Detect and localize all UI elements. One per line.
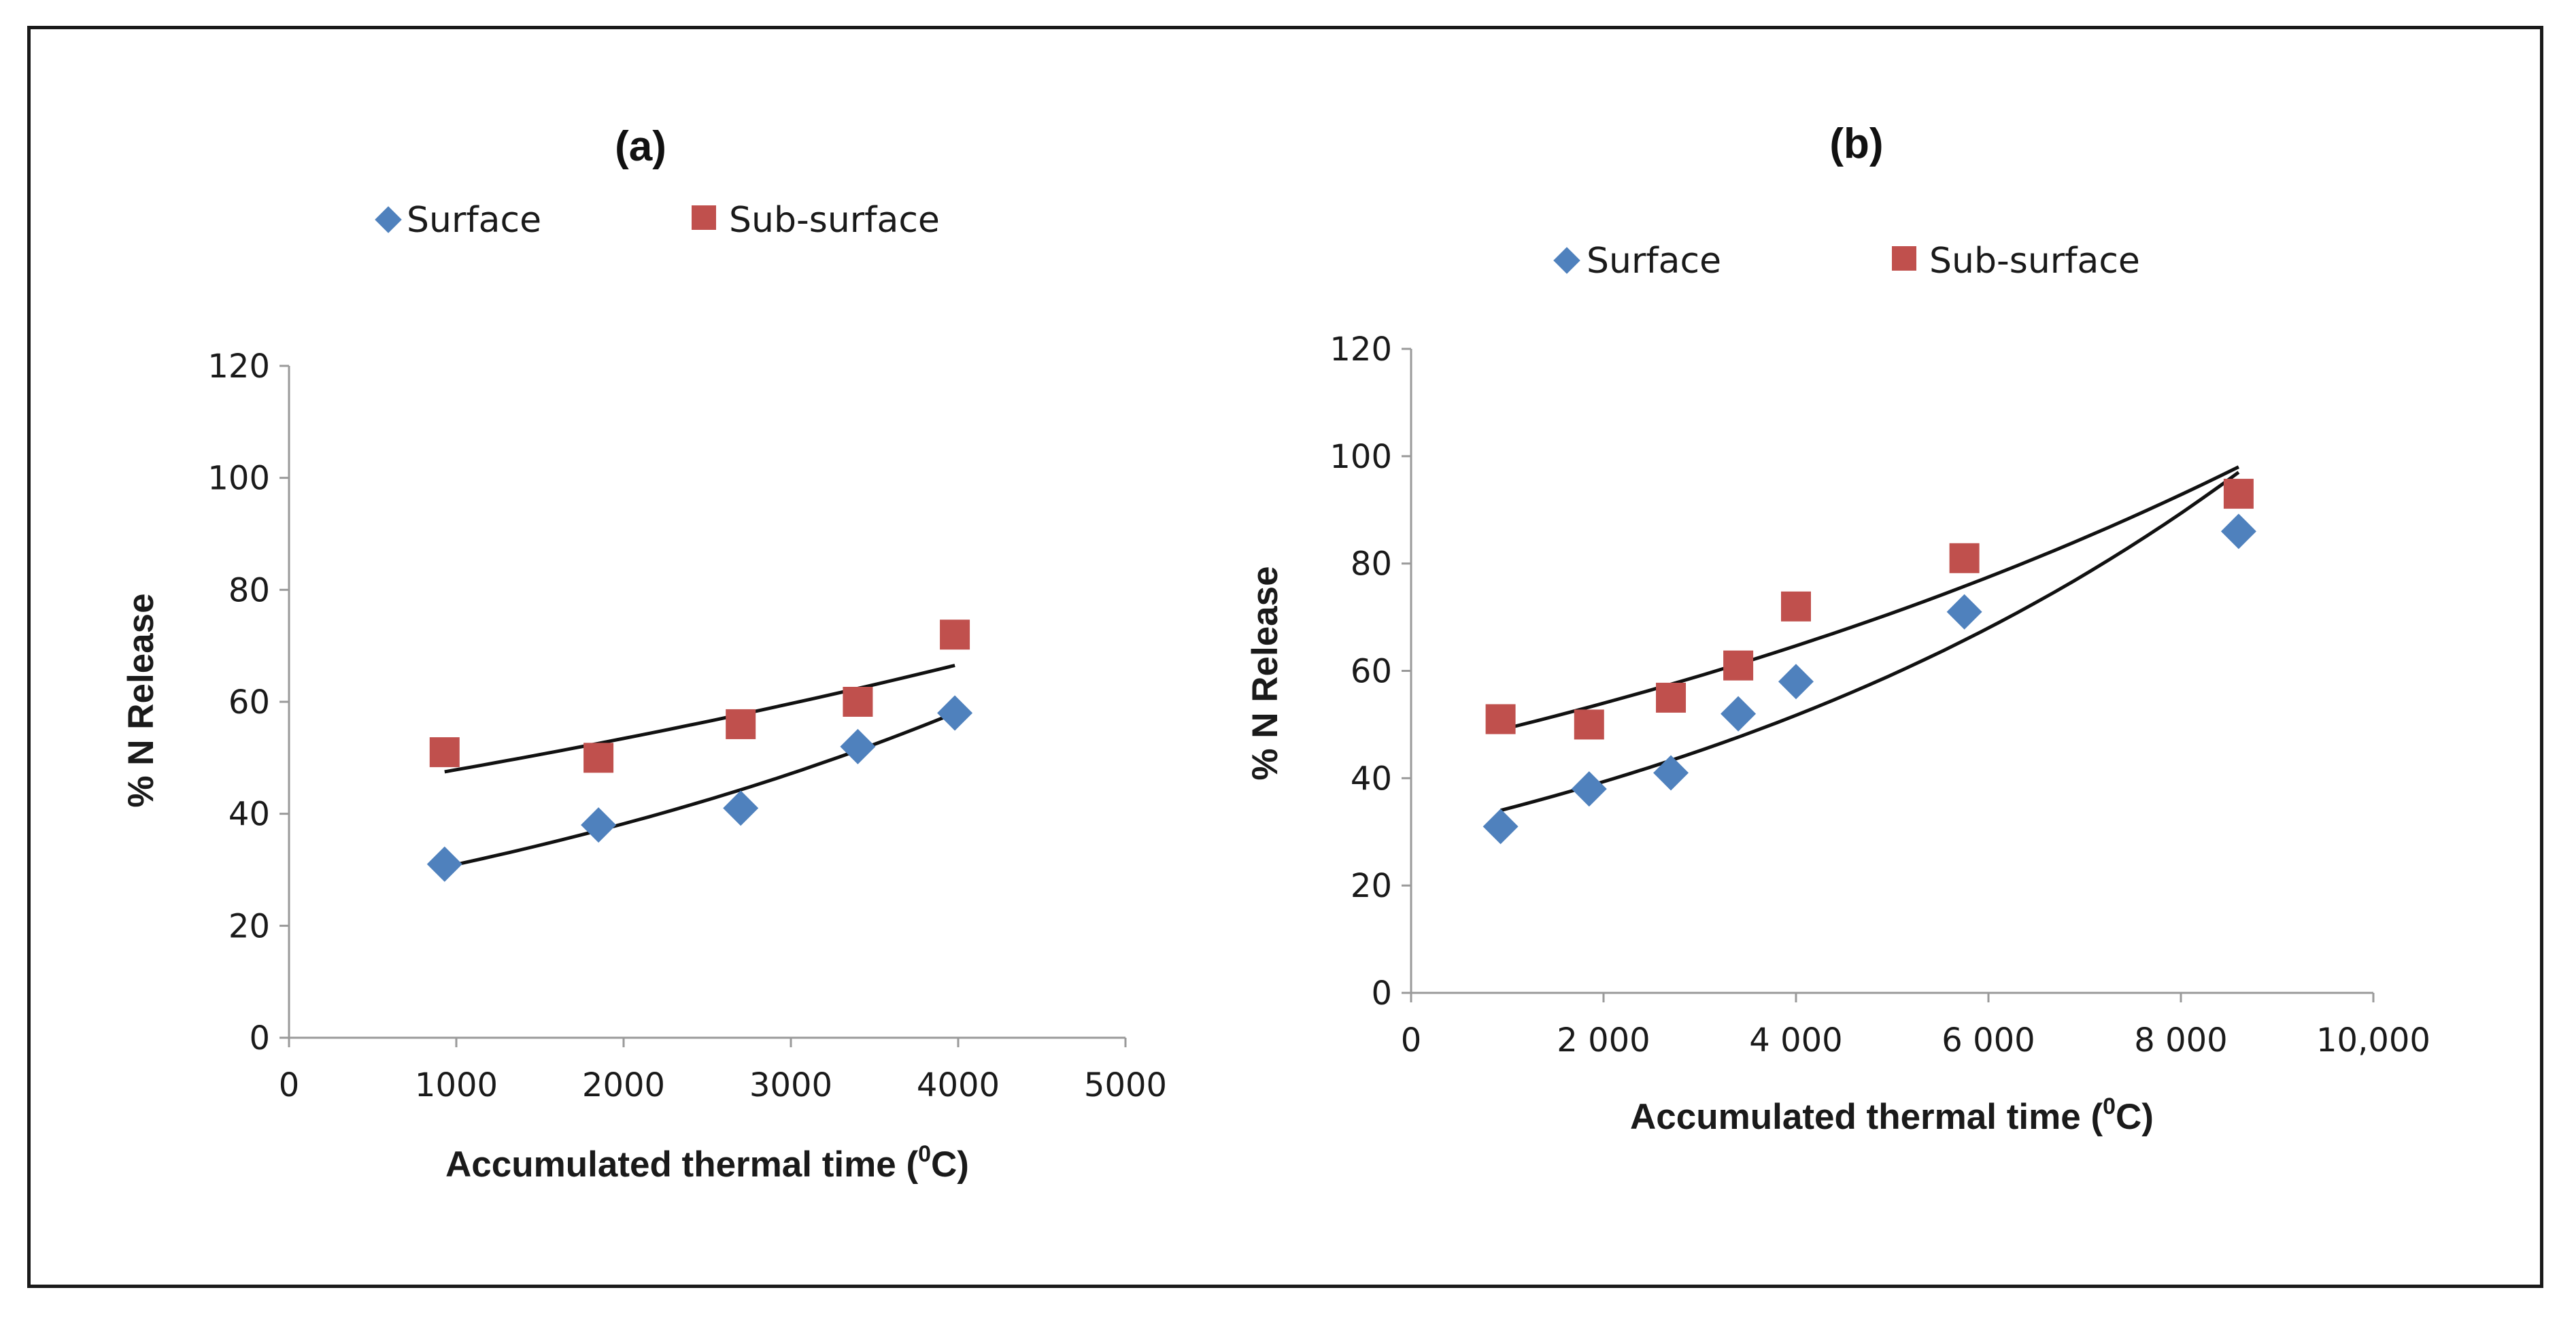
chart-a-y-tick-label: 20 bbox=[228, 907, 270, 945]
chart-b-legend-surface-marker bbox=[1553, 247, 1580, 274]
chart-a-subsurface-point bbox=[940, 620, 970, 650]
chart-b-surface-point bbox=[2220, 513, 2256, 549]
chart-a-y-tick-label: 100 bbox=[207, 460, 270, 498]
chart-b-xlabel-main: Accumulated thermal time ( bbox=[1630, 1097, 2103, 1137]
chart-a-surface-point bbox=[581, 807, 617, 843]
chart-a-subsurface-point bbox=[843, 687, 873, 717]
chart-b-x-axis-label: Accumulated thermal time (0C) bbox=[1630, 1094, 2154, 1137]
chart-b-surface-point bbox=[1653, 755, 1689, 791]
chart-a-trendline-subsurface bbox=[444, 664, 955, 774]
chart-b-y-tick-label: 20 bbox=[1351, 867, 1392, 905]
chart-b-xlabel-sup: 0 bbox=[2103, 1094, 2116, 1119]
chart-a-title: (a) bbox=[615, 123, 666, 170]
chart-a-y-axis-label: % N Release bbox=[121, 593, 161, 807]
chart-a-y-tick-label: 120 bbox=[207, 348, 270, 386]
chart-b-surface-point bbox=[1946, 594, 1982, 630]
chart-b-surface-point bbox=[1721, 696, 1757, 732]
chart-a-trendlines bbox=[444, 664, 956, 869]
chart-a-x-tick-label: 1000 bbox=[415, 1066, 498, 1104]
chart-b-y-axis-label: % N Release bbox=[1245, 566, 1285, 780]
chart-b-subsurface-point bbox=[1723, 650, 1754, 681]
chart-b-surface-point bbox=[1571, 771, 1607, 807]
chart-a-x-tick-label: 0 bbox=[279, 1066, 300, 1104]
chart-a-y-ticks: 0 20 40 60 80 100 120 bbox=[207, 348, 289, 1057]
chart-a-x-tick-label: 4000 bbox=[917, 1066, 1000, 1104]
chart-b-trendlines bbox=[1499, 465, 2240, 813]
figure-frame bbox=[27, 26, 2543, 1288]
chart-b-y-tick-label: 40 bbox=[1351, 760, 1392, 798]
chart-b-legend-subsurface-marker bbox=[1892, 246, 1916, 271]
chart-b-x-ticks: 0 2 000 4 000 6 000 8 000 10,000 bbox=[1401, 993, 2430, 1060]
chart-b-y-tick-label: 80 bbox=[1351, 545, 1392, 583]
chart-a-trendline-surface bbox=[444, 711, 956, 869]
chart-a-legend-subsurface-marker bbox=[692, 205, 716, 230]
chart-b-y-tick-label: 0 bbox=[1371, 974, 1392, 1013]
chart-b-subsurface-point bbox=[1574, 709, 1604, 740]
chart-b-x-tick-label: 10,000 bbox=[2316, 1021, 2430, 1060]
chart-b-legend-surface-label: Surface bbox=[1587, 241, 1721, 282]
chart-b-y-tick-label: 60 bbox=[1351, 653, 1392, 691]
chart-a-surface-point bbox=[426, 846, 462, 882]
chart-a-y-tick-label: 40 bbox=[228, 796, 270, 834]
chart-a-subsurface-point bbox=[429, 737, 460, 768]
chart-b-legend-subsurface-label: Sub-surface bbox=[1929, 241, 2140, 282]
chart-b-legend: Surface Sub-surface bbox=[1553, 241, 2140, 282]
chart-b-y-ticks: 0 20 40 60 80 100 120 bbox=[1329, 330, 1411, 1013]
chart-b-title: (b) bbox=[1829, 120, 1883, 167]
chart-a-x-ticks: 0 1000 2000 3000 4000 5000 bbox=[279, 1038, 1167, 1104]
chart-b-surface-point bbox=[1778, 664, 1814, 700]
chart-b-subsurface-point bbox=[1949, 543, 1980, 573]
chart-b-trendline-surface bbox=[1499, 471, 2240, 813]
chart-a-surface-point bbox=[937, 695, 973, 731]
chart-a-legend-surface-marker bbox=[375, 206, 402, 233]
chart-b-x-tick-label: 6 000 bbox=[1942, 1021, 2035, 1060]
chart-b-subsurface-point bbox=[1656, 682, 1687, 713]
chart-a-x-tick-label: 5000 bbox=[1084, 1066, 1167, 1104]
chart-b-x-tick-label: 2 000 bbox=[1557, 1021, 1650, 1060]
chart-a-x-tick-label: 2000 bbox=[582, 1066, 665, 1104]
chart-a-subsurface-point bbox=[583, 743, 614, 773]
chart-b-xlabel-tail: C) bbox=[2116, 1097, 2154, 1137]
chart-a-surface-point bbox=[840, 728, 876, 764]
chart-a: (a) Surface Sub-surface 020406080100120 … bbox=[121, 123, 1167, 1185]
chart-a-subsurface-point bbox=[726, 709, 756, 739]
chart-b-y-tick-label: 120 bbox=[1329, 330, 1392, 369]
chart-a-x-axis-label: Accumulated thermal time (0C) bbox=[445, 1141, 969, 1185]
chart-a-x-tick-label: 3000 bbox=[749, 1066, 832, 1104]
chart-a-legend-subsurface-label: Sub-surface bbox=[729, 200, 940, 241]
chart-b-trendline-subsurface bbox=[1499, 465, 2240, 732]
chart-b-subsurface-point bbox=[2223, 479, 2254, 509]
chart-b-x-tick-label: 4 000 bbox=[1749, 1021, 1842, 1060]
chart-b-x-tick-label: 0 bbox=[1401, 1021, 1422, 1060]
chart-a-xlabel-main: Accumulated thermal time ( bbox=[445, 1145, 918, 1185]
chart-b: (b) Surface Sub-surface 020406080100120 … bbox=[1245, 120, 2430, 1137]
chart-b-points bbox=[1482, 479, 2256, 845]
chart-b-subsurface-point bbox=[1781, 591, 1811, 622]
chart-b-surface-point bbox=[1482, 809, 1519, 845]
chart-a-legend: Surface Sub-surface bbox=[375, 200, 940, 241]
chart-a-surface-point bbox=[723, 790, 759, 826]
chart-b-subsurface-point bbox=[1485, 704, 1516, 734]
chart-a-xlabel-tail: C) bbox=[931, 1145, 969, 1185]
chart-a-y-tick-label: 60 bbox=[228, 683, 270, 722]
chart-b-y-tick-label: 100 bbox=[1329, 438, 1392, 476]
chart-a-legend-surface-label: Surface bbox=[407, 200, 541, 241]
chart-a-xlabel-sup: 0 bbox=[918, 1141, 931, 1167]
chart-b-x-tick-label: 8 000 bbox=[2134, 1021, 2227, 1060]
chart-a-y-tick-label: 80 bbox=[228, 571, 270, 609]
chart-a-points bbox=[426, 620, 973, 882]
chart-a-y-tick-label: 0 bbox=[249, 1019, 270, 1057]
